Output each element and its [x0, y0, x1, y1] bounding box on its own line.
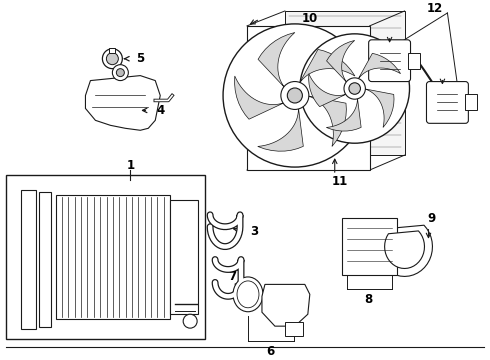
- Polygon shape: [262, 284, 310, 326]
- Circle shape: [106, 53, 119, 65]
- Circle shape: [349, 83, 361, 94]
- Ellipse shape: [237, 281, 259, 308]
- Polygon shape: [258, 106, 303, 151]
- Circle shape: [102, 49, 122, 69]
- Polygon shape: [357, 53, 401, 81]
- Bar: [285, 322, 303, 336]
- Circle shape: [287, 88, 302, 103]
- Polygon shape: [21, 190, 36, 329]
- Text: 1: 1: [126, 159, 134, 172]
- Text: 4: 4: [156, 104, 164, 117]
- FancyBboxPatch shape: [368, 40, 411, 82]
- Circle shape: [281, 81, 309, 109]
- Bar: [6, 175, 205, 339]
- Ellipse shape: [233, 277, 263, 312]
- Polygon shape: [258, 32, 295, 89]
- Polygon shape: [247, 26, 369, 170]
- Text: 6: 6: [266, 345, 274, 357]
- Bar: [55, 195, 170, 319]
- Text: 8: 8: [365, 293, 373, 306]
- Bar: [466, 94, 477, 111]
- Polygon shape: [326, 40, 355, 84]
- Bar: [408, 53, 419, 69]
- Bar: [342, 218, 396, 275]
- Bar: [109, 48, 115, 53]
- Polygon shape: [385, 231, 424, 269]
- Polygon shape: [363, 89, 394, 127]
- Polygon shape: [306, 95, 346, 147]
- Circle shape: [112, 65, 128, 81]
- Text: 9: 9: [427, 212, 436, 225]
- FancyBboxPatch shape: [426, 82, 468, 123]
- Polygon shape: [309, 74, 348, 107]
- Circle shape: [344, 78, 366, 99]
- Polygon shape: [235, 76, 286, 119]
- Circle shape: [223, 24, 367, 167]
- Circle shape: [346, 80, 363, 97]
- Text: 12: 12: [426, 3, 442, 15]
- Polygon shape: [170, 200, 198, 314]
- Polygon shape: [39, 192, 50, 327]
- Text: 3: 3: [250, 225, 258, 238]
- Circle shape: [300, 34, 410, 143]
- Circle shape: [284, 85, 306, 106]
- Text: 5: 5: [136, 52, 145, 65]
- Text: 10: 10: [302, 13, 318, 26]
- Circle shape: [183, 314, 197, 328]
- Text: 11: 11: [332, 175, 348, 189]
- Polygon shape: [326, 96, 361, 131]
- Circle shape: [116, 69, 124, 77]
- Polygon shape: [377, 225, 433, 276]
- Text: 7: 7: [228, 270, 236, 283]
- Polygon shape: [85, 76, 160, 130]
- Text: 2: 2: [252, 281, 260, 294]
- Polygon shape: [285, 11, 405, 155]
- Polygon shape: [298, 49, 355, 85]
